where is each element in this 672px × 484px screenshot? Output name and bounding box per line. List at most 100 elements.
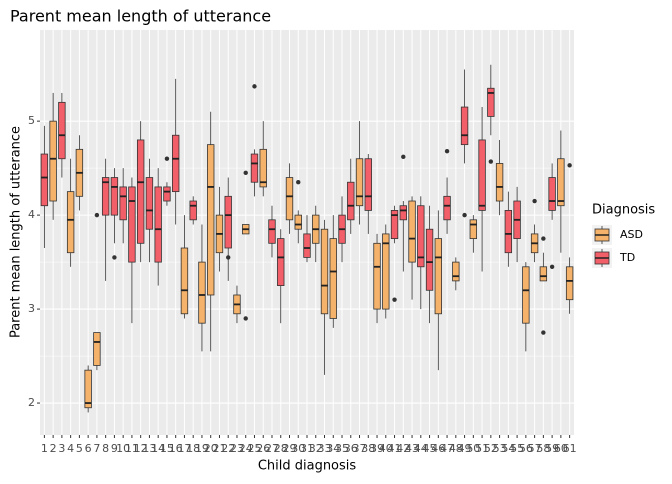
x-tick-label: 29	[282, 442, 296, 455]
outlier	[226, 255, 231, 260]
box	[145, 177, 154, 230]
legend-label: ASD	[620, 228, 643, 241]
x-tick-label: 13	[142, 442, 156, 455]
box	[565, 266, 574, 301]
x-axis-title: Child diagnosis	[258, 459, 357, 474]
box	[382, 233, 390, 310]
legend-title: Diagnosis	[592, 203, 655, 218]
box	[224, 195, 232, 249]
outlier	[296, 180, 301, 185]
x-tick-label: 31	[300, 442, 314, 455]
x-tick-label: 37	[353, 442, 367, 455]
x-tick-label: 61	[563, 442, 577, 455]
outlier	[541, 236, 546, 241]
outlier	[549, 264, 555, 269]
x-tick-label: 19	[195, 442, 209, 455]
box	[101, 177, 110, 216]
outlier	[252, 84, 257, 89]
box	[495, 163, 504, 202]
box	[303, 233, 311, 258]
box	[207, 144, 215, 296]
x-tick-label: 3	[58, 442, 65, 455]
box	[172, 134, 180, 193]
box	[66, 191, 75, 254]
box	[277, 238, 285, 286]
box	[478, 139, 486, 211]
outlier	[462, 212, 467, 218]
x-tick-label: 21	[212, 442, 226, 455]
box	[93, 332, 101, 366]
x-tick-label: 51	[475, 442, 489, 455]
x-tick-label: 12	[134, 442, 148, 455]
x-tick-label: 40	[379, 442, 393, 455]
outlier	[164, 156, 170, 161]
box	[250, 153, 259, 183]
box	[189, 200, 197, 221]
box	[425, 228, 434, 291]
box	[259, 148, 267, 188]
x-tick-label: 50	[466, 442, 480, 455]
x-tick-label: 9	[111, 442, 118, 455]
chart-title: Parent mean length of utterance	[10, 7, 271, 26]
box	[373, 242, 381, 310]
x-tick-label: 27	[265, 442, 279, 455]
x-tick-label: 30	[291, 442, 305, 455]
box	[434, 238, 442, 315]
box	[364, 158, 372, 211]
x-tick-label: 1	[41, 442, 48, 455]
x-tick-label: 6	[85, 442, 92, 455]
y-tick-label: 5	[28, 114, 35, 127]
box	[58, 101, 66, 160]
x-tick-label: 8	[102, 442, 109, 455]
x-tick-label: 16	[169, 442, 183, 455]
y-tick-label: 2	[28, 396, 35, 409]
box	[539, 266, 548, 282]
x-tick-label: 43	[405, 442, 419, 455]
x-tick-label: 56	[519, 442, 533, 455]
legend-label: TD	[619, 251, 635, 264]
box	[136, 139, 145, 244]
x-tick-label: 49	[458, 442, 472, 455]
box	[294, 214, 302, 230]
box	[522, 266, 530, 324]
x-tick-label: 59	[545, 442, 559, 455]
box	[504, 210, 513, 254]
x-tick-label: 46	[431, 442, 445, 455]
x-tick-label: 58	[536, 442, 550, 455]
box	[329, 238, 337, 319]
x-tick-label: 11	[125, 442, 139, 455]
x-tick-label: 24	[239, 442, 253, 455]
x-tick-label: 23	[230, 442, 244, 455]
x-tick-label: 32	[309, 442, 323, 455]
box	[390, 210, 399, 240]
box	[40, 153, 49, 207]
y-axis-title: Parent mean length of utterance	[9, 126, 24, 338]
box	[548, 177, 556, 211]
outlier	[401, 154, 406, 160]
x-tick-label: 20	[204, 442, 218, 455]
box	[355, 158, 364, 207]
box	[268, 219, 276, 244]
x-tick-label: 28	[274, 442, 288, 455]
box	[443, 195, 451, 221]
x-tick-label: 35	[335, 442, 349, 455]
box	[180, 247, 189, 315]
outlier	[444, 149, 450, 154]
x-tick-label: 7	[93, 442, 100, 455]
box	[128, 186, 136, 263]
x-tick-label: 2	[50, 442, 57, 455]
x-tick-label: 44	[414, 442, 428, 455]
x-tick-label: 54	[501, 442, 515, 455]
box	[49, 120, 57, 202]
x-tick-label: 55	[510, 442, 524, 455]
x-tick-label: 34	[326, 442, 340, 455]
outlier	[243, 316, 248, 321]
outlier	[532, 198, 537, 204]
y-tick-label: 3	[28, 302, 35, 315]
x-tick-label: 33	[318, 442, 332, 455]
x-tick-label: 60	[554, 442, 568, 455]
x-tick-label: 45	[423, 442, 437, 455]
outlier	[112, 255, 117, 260]
